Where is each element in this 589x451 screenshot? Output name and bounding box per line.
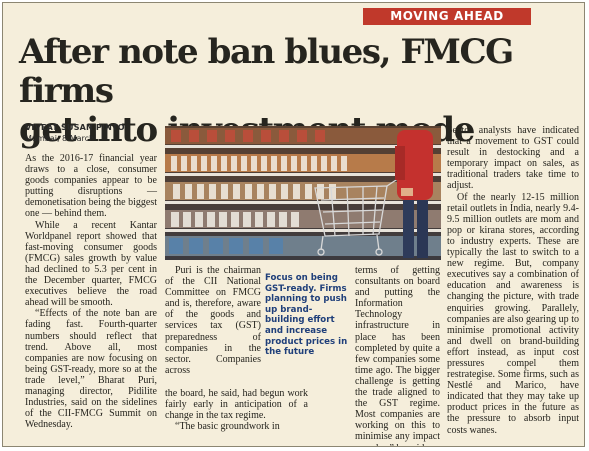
- dateline: Mumbai, 8 March: [25, 134, 95, 143]
- column-3: terms of getting consultants on board an…: [355, 265, 440, 446]
- paragraph: Sector analysts have indicated that a mo…: [447, 125, 579, 192]
- paragraph: Of the nearly 12-15 million retail outle…: [447, 191, 579, 436]
- headline-line-1: After note ban blues, FMCG firms: [19, 32, 514, 111]
- paragraph-continuation: the board, he said, had begun work fairl…: [165, 388, 308, 422]
- paragraph: While a recent Kantar Worldpanel report …: [25, 219, 157, 309]
- column-4: Sector analysts have indicated that a mo…: [447, 125, 579, 436]
- product-labels: [171, 130, 325, 142]
- section-tag: MOVING AHEAD: [363, 8, 531, 25]
- newspaper-clipping: MOVING AHEAD After note ban blues, FMCG …: [2, 2, 585, 447]
- supermarket-shelves-image: [165, 126, 441, 260]
- column-1: As the 2016-17 financial year draws to a…: [25, 153, 157, 430]
- byline: VIVEAT SUSAN PINTO: [25, 123, 125, 132]
- paragraph: Puri is the chairman of the CII National…: [165, 265, 261, 376]
- paragraph: As the 2016-17 financial year draws to a…: [25, 153, 157, 220]
- paragraph: “The basic groundwork in: [175, 421, 280, 433]
- pull-quote: Focus on being GST-ready. Firms planning…: [265, 273, 348, 358]
- supermarket-photo: [165, 126, 441, 260]
- paragraph: “Effects of the note ban are fading fast…: [25, 308, 157, 431]
- shopping-trolley: [314, 177, 400, 256]
- column-2-continuation: the board, he said, had begun work fairl…: [165, 388, 308, 432]
- column-2: Puri is the chairman of the CII National…: [165, 265, 261, 376]
- product-bottles: [171, 156, 347, 227]
- product-boxes: [169, 238, 283, 254]
- shopper-figure: [395, 130, 433, 258]
- paragraph: terms of getting consultants on board an…: [355, 265, 440, 446]
